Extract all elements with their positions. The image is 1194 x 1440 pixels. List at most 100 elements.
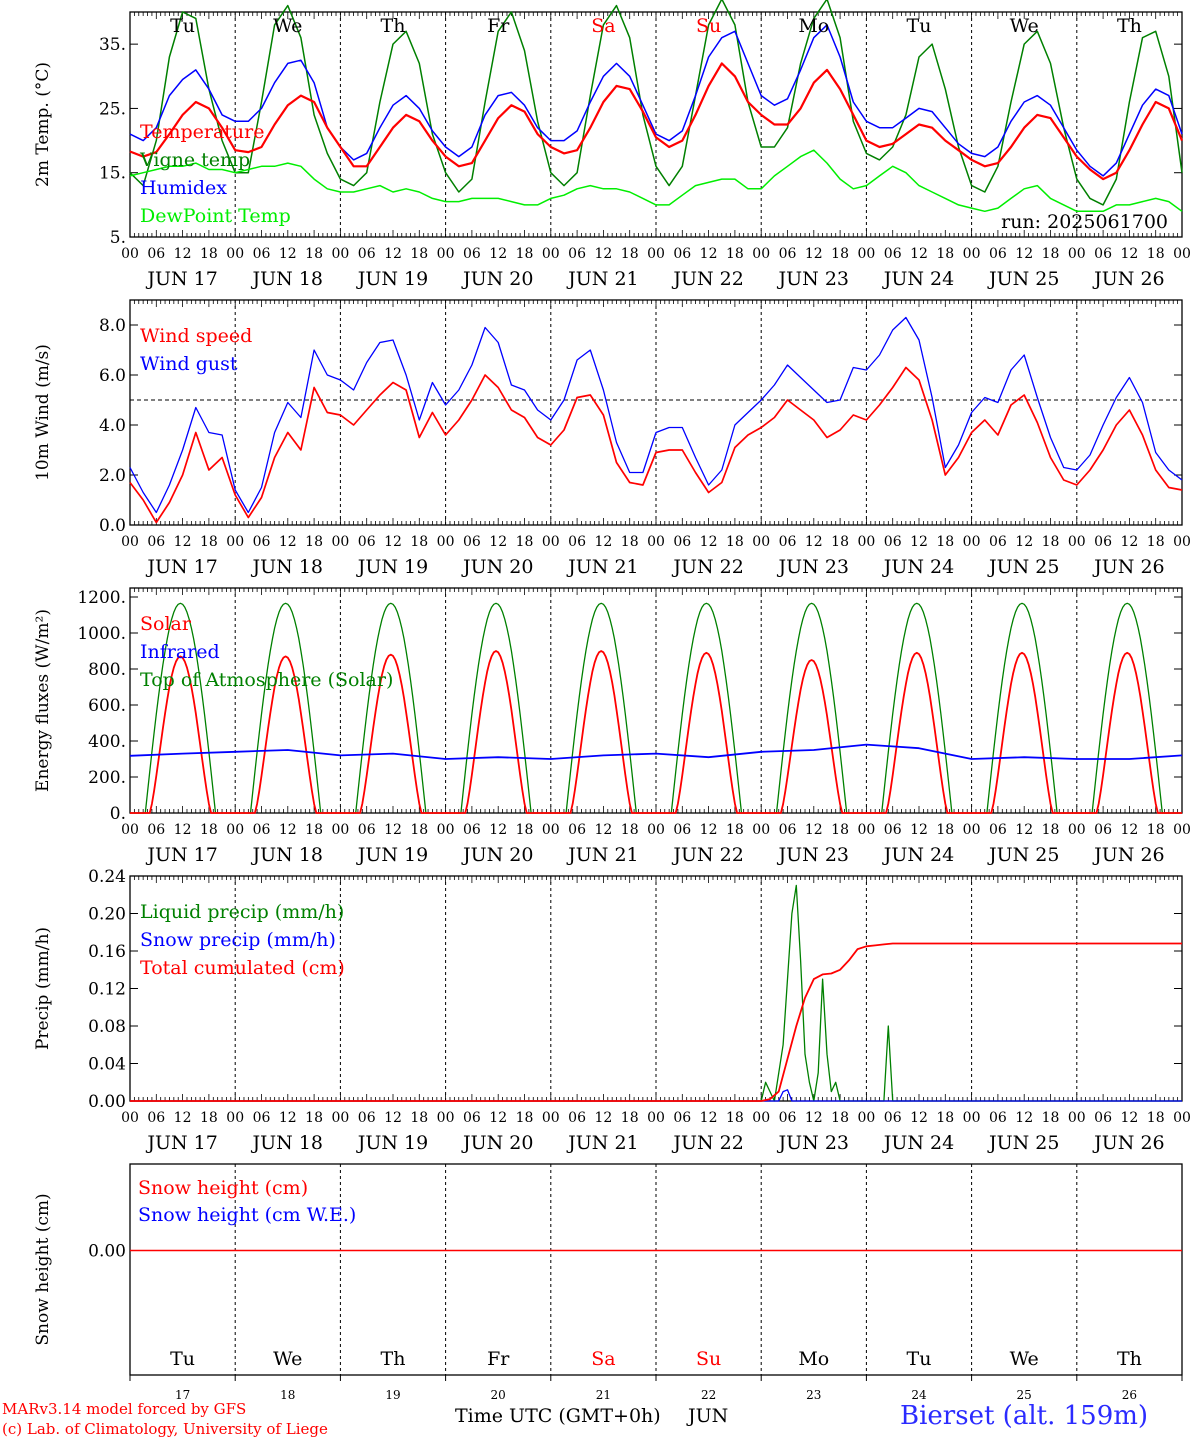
wind-day-label: JUN 22 — [671, 556, 743, 578]
temp-hour-label: 06 — [147, 246, 165, 262]
wind-hour-label: 00 — [542, 534, 560, 550]
wind-hour-label: 06 — [568, 534, 586, 550]
temp-hour-label: 00 — [121, 246, 139, 262]
wind-hour-label: 18 — [621, 534, 639, 550]
temp-y-axis-label: 2m Temp. (°C) — [33, 62, 53, 187]
temp-hour-label: 12 — [1120, 246, 1138, 262]
energy-hour-label: 00 — [542, 822, 560, 838]
energy-hour-label: 06 — [358, 822, 376, 838]
wind-hour-label: 18 — [516, 534, 534, 550]
temp-day-label: JUN 20 — [461, 268, 533, 290]
wind-hour-label: 00 — [331, 534, 349, 550]
precip-hour-label: 12 — [805, 1110, 823, 1126]
weekday-label: Tu — [907, 15, 932, 37]
precip-day-label: JUN 18 — [251, 1132, 323, 1154]
temp-day-label: JUN 23 — [777, 268, 849, 290]
day-number-label: 21 — [596, 1388, 611, 1402]
snow-weekday-label: We — [273, 1348, 302, 1370]
temp-day-label: JUN 24 — [882, 268, 954, 290]
wind-legend-entry: Wind gust — [140, 353, 238, 375]
wind-hour-label: 18 — [936, 534, 954, 550]
precip-hour-label: 18 — [410, 1110, 428, 1126]
temp-hour-label: 18 — [936, 246, 954, 262]
temp-hour-label: 12 — [279, 246, 297, 262]
precip-hour-label: 06 — [147, 1110, 165, 1126]
precip-hour-label: 00 — [542, 1110, 560, 1126]
wind-hour-label: 12 — [489, 534, 507, 550]
energy-y-tick-label: 600. — [88, 696, 126, 716]
precip-hour-label: 00 — [1068, 1110, 1086, 1126]
precip-hour-label: 06 — [1094, 1110, 1112, 1126]
energy-y-tick-label: 200. — [88, 768, 126, 788]
temp-y-tick-label: 5. — [110, 228, 126, 248]
wind-day-label: JUN 24 — [882, 556, 954, 578]
energy-hour-label: 18 — [305, 822, 323, 838]
solar-line — [130, 650, 1182, 814]
energy-hour-label: 18 — [621, 822, 639, 838]
weekday-label: Fr — [487, 15, 510, 37]
energy-hour-label: 00 — [647, 822, 665, 838]
wind-hour-label: 06 — [1094, 534, 1112, 550]
energy-frame — [129, 587, 1183, 814]
temp-day-label: JUN 26 — [1092, 268, 1164, 290]
precip-hour-label: 18 — [305, 1110, 323, 1126]
temp-hour-label: 12 — [700, 246, 718, 262]
precip-hour-label: 18 — [516, 1110, 534, 1126]
wind-hour-label: 00 — [963, 534, 981, 550]
weekday-label: We — [1010, 15, 1039, 37]
wind-hour-label: 06 — [253, 534, 271, 550]
day-number-label: 17 — [175, 1388, 190, 1402]
temperature-line — [129, 62, 1184, 181]
wind-hour-label: 06 — [779, 534, 797, 550]
energy-hour-label: 18 — [936, 822, 954, 838]
precip-hour-label: 12 — [279, 1110, 297, 1126]
weekday-label: Th — [1117, 15, 1142, 37]
energy-hour-label: 12 — [279, 822, 297, 838]
x-axis-month: JUN — [688, 1405, 729, 1427]
energy-hour-label: 06 — [1094, 822, 1112, 838]
weekday-label: Su — [696, 15, 721, 37]
precip-day-label: JUN 26 — [1092, 1132, 1164, 1154]
precip-legend-entry: Total cumulated (cm) — [140, 957, 345, 979]
wind-hour-label: 18 — [831, 534, 849, 550]
day-number-label: 22 — [701, 1388, 716, 1402]
precip-hour-label: 12 — [594, 1110, 612, 1126]
energy-legend-entry: Infrared — [140, 641, 220, 663]
energy-y-tick-label: 0. — [110, 804, 126, 824]
precip-day-label: JUN 22 — [671, 1132, 743, 1154]
wind-hour-label: 18 — [305, 534, 323, 550]
energy-hour-label: 00 — [1173, 822, 1191, 838]
wind-frame — [129, 299, 1183, 526]
temp-hour-label: 18 — [1147, 246, 1165, 262]
precip-y-tick-label: 0.00 — [88, 1092, 126, 1112]
temp-hour-label: 12 — [1015, 246, 1033, 262]
precip-hour-label: 12 — [1015, 1110, 1033, 1126]
energy-hour-label: 00 — [121, 822, 139, 838]
temp-hour-label: 06 — [568, 246, 586, 262]
lab-credit: (c) Lab. of Climatology, University of L… — [2, 1420, 328, 1438]
energy-day-label: JUN 26 — [1092, 844, 1164, 866]
precip-day-label: JUN 24 — [882, 1132, 954, 1154]
wind-hour-label: 00 — [226, 534, 244, 550]
energy-hour-label: 06 — [673, 822, 691, 838]
temp-hour-label: 00 — [331, 246, 349, 262]
precip-hour-label: 00 — [121, 1110, 139, 1126]
precip-day-label: JUN 25 — [987, 1132, 1059, 1154]
temp-day-label: JUN 21 — [566, 268, 638, 290]
day-number-label: 18 — [280, 1388, 295, 1402]
energy-day-label: JUN 24 — [882, 844, 954, 866]
weekday-label: Th — [381, 15, 406, 37]
precip-hour-label: 12 — [700, 1110, 718, 1126]
energy-hour-label: 12 — [594, 822, 612, 838]
precip-y-tick-label: 0.24 — [88, 867, 126, 887]
wind-y-tick-label: 6.0 — [99, 366, 126, 386]
energy-day-label: JUN 22 — [671, 844, 743, 866]
wind-hour-label: 12 — [805, 534, 823, 550]
temp-hour-label: 06 — [463, 246, 481, 262]
wind-hour-label: 12 — [1120, 534, 1138, 550]
precip-y-tick-label: 0.08 — [88, 1017, 126, 1037]
wind-hour-label: 12 — [700, 534, 718, 550]
precip-hour-label: 00 — [963, 1110, 981, 1126]
precip-day-label: JUN 17 — [145, 1132, 217, 1154]
precip-hour-label: 06 — [779, 1110, 797, 1126]
